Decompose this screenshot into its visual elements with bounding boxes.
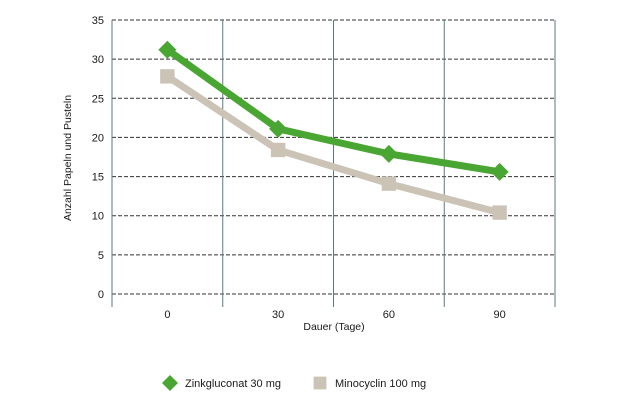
x-axis-label: Dauer (Tage) bbox=[303, 321, 364, 333]
y-tick-label: 30 bbox=[92, 54, 104, 66]
series-0 bbox=[158, 40, 509, 181]
series-line bbox=[163, 72, 504, 217]
legend-label: Zinkgluconat 30 mg bbox=[185, 378, 281, 390]
legend-item: Zinkgluconat 30 mg bbox=[162, 375, 281, 391]
y-tick-label: 20 bbox=[92, 132, 104, 144]
y-tick-label: 5 bbox=[98, 250, 104, 262]
legend-item: Minocyclin 100 mg bbox=[313, 376, 426, 390]
legend: Zinkgluconat 30 mg Minocyclin 100 mg bbox=[162, 375, 426, 391]
data-point bbox=[270, 142, 286, 158]
x-tick-label: 30 bbox=[272, 309, 284, 321]
x-tick-label: 60 bbox=[383, 309, 395, 321]
y-tick-label: 15 bbox=[92, 172, 104, 184]
legend-label: Minocyclin 100 mg bbox=[335, 378, 426, 390]
data-point bbox=[269, 119, 288, 138]
series-1 bbox=[160, 69, 507, 220]
data-point bbox=[158, 40, 177, 59]
series-layer bbox=[158, 40, 509, 220]
data-point bbox=[381, 176, 397, 191]
data-point bbox=[490, 162, 509, 181]
legend-marker bbox=[313, 376, 327, 390]
labels: Dauer (Tage) Anzahl Papeln und Pusteln 0… bbox=[62, 15, 506, 333]
data-point bbox=[492, 205, 507, 220]
y-tick-label: 10 bbox=[92, 211, 104, 223]
x-tick-label: 90 bbox=[494, 309, 506, 321]
series-line bbox=[163, 46, 504, 176]
y-tick-label: 25 bbox=[92, 93, 104, 105]
y-tick-label: 0 bbox=[98, 289, 104, 301]
data-point bbox=[379, 144, 398, 163]
x-tick-label: 0 bbox=[164, 309, 170, 321]
y-axis-label: Anzahl Papeln und Pusteln bbox=[62, 95, 74, 221]
y-tick-label: 35 bbox=[92, 15, 104, 27]
data-point bbox=[160, 69, 175, 84]
legend-marker bbox=[162, 375, 178, 391]
